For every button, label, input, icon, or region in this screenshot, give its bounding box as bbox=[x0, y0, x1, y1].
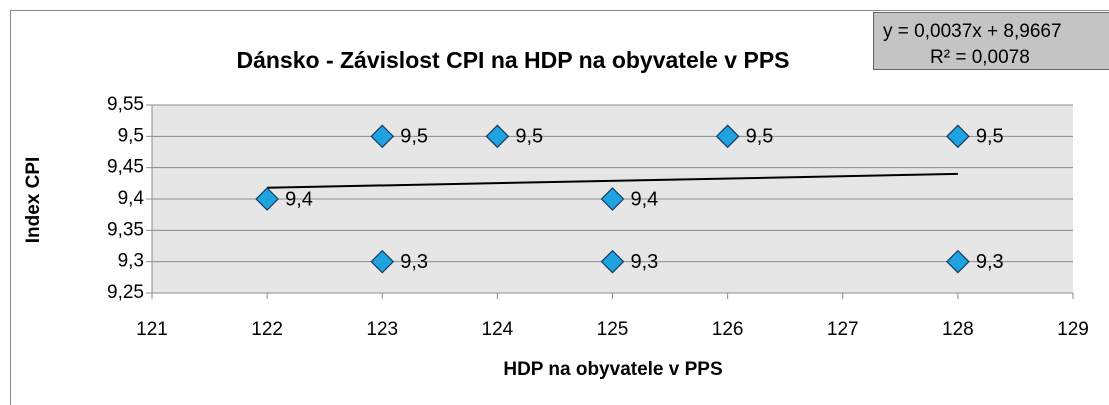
x-axis-label: HDP na obyvatele v PPS bbox=[503, 359, 722, 380]
data-label: 9,4 bbox=[631, 188, 659, 210]
y-tick-label: 9,55 bbox=[107, 94, 144, 115]
x-tick-label: 129 bbox=[1057, 319, 1089, 340]
data-label: 9,5 bbox=[746, 126, 774, 148]
y-tick-label: 9,5 bbox=[118, 125, 144, 146]
data-label: 9,3 bbox=[976, 251, 1004, 273]
x-tick-label: 122 bbox=[251, 319, 283, 340]
y-tick-label: 9,3 bbox=[118, 251, 144, 272]
data-label: 9,5 bbox=[976, 126, 1004, 148]
r-squared: R² = 0,0078 bbox=[930, 47, 1030, 68]
data-label: 9,3 bbox=[631, 251, 659, 273]
x-tick-label: 127 bbox=[827, 319, 859, 340]
x-tick-label: 121 bbox=[136, 319, 168, 340]
marker bbox=[485, 124, 510, 149]
data-label: 9,5 bbox=[515, 126, 543, 148]
chart-title: Dánsko - Závislost CPI na HDP na obyvate… bbox=[236, 47, 789, 73]
marker bbox=[600, 187, 625, 211]
marker bbox=[946, 124, 970, 149]
marker bbox=[600, 249, 625, 274]
x-tick-label: 125 bbox=[597, 319, 629, 340]
y-tick-label: 9,4 bbox=[118, 188, 145, 209]
x-tick-label: 123 bbox=[366, 319, 398, 340]
x-tick-label: 128 bbox=[942, 319, 974, 340]
y-tick-label: 9,35 bbox=[107, 219, 144, 240]
marker bbox=[255, 187, 279, 211]
x-tick-label: 124 bbox=[482, 319, 514, 340]
equation-box bbox=[873, 12, 1109, 70]
y-axis-label: Index CPI bbox=[23, 157, 44, 244]
data-label: 9,3 bbox=[400, 251, 428, 273]
marker bbox=[370, 124, 395, 149]
marker bbox=[715, 124, 740, 149]
trendline bbox=[267, 172, 958, 189]
y-tick-label: 9,25 bbox=[107, 282, 144, 303]
data-label: 9,5 bbox=[400, 126, 428, 148]
trend-equation: y = 0,0037x + 8,9667 bbox=[883, 21, 1062, 42]
data-label: 9,4 bbox=[285, 188, 313, 210]
marker bbox=[946, 249, 970, 274]
x-tick-label: 126 bbox=[712, 319, 744, 340]
y-tick-label: 9,45 bbox=[107, 157, 144, 178]
marker bbox=[370, 249, 395, 274]
